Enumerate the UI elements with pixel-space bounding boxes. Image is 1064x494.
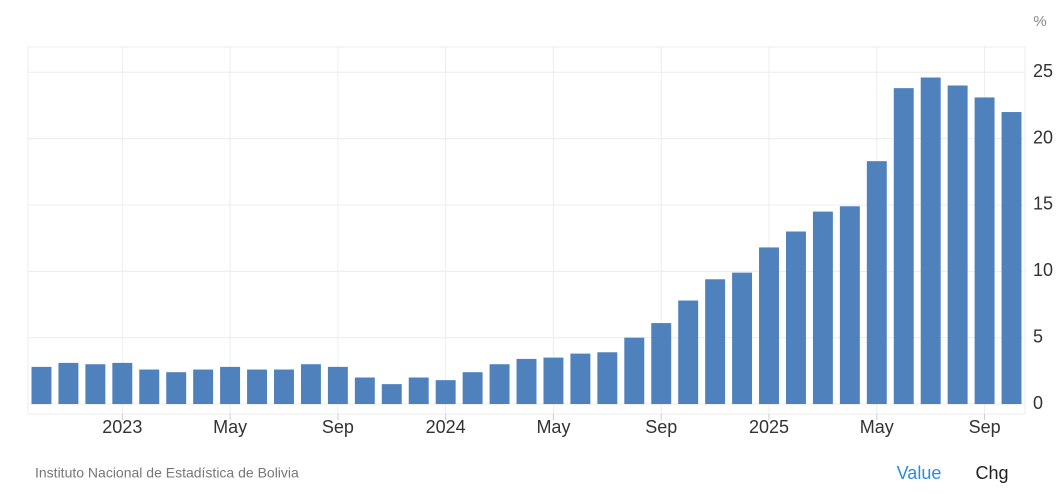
bar [705, 279, 726, 405]
y-unit: % [1033, 13, 1046, 30]
bar [785, 231, 806, 405]
bar [300, 364, 321, 405]
bar [893, 88, 914, 405]
bar [408, 377, 429, 405]
bar [354, 377, 375, 405]
plot-frame [27, 46, 1026, 415]
y-tick-label: 10 [1033, 260, 1053, 280]
y-tick-label: 25 [1033, 61, 1053, 81]
bar [920, 77, 941, 405]
x-tick-label: 2025 [749, 417, 789, 437]
x-tick-label: May [536, 417, 570, 437]
bar [220, 366, 241, 405]
x-tick-label: May [213, 417, 247, 437]
bar [732, 272, 753, 405]
chg-button[interactable]: Chg [975, 463, 1008, 483]
y-tick-label: 20 [1033, 127, 1053, 147]
bar [1001, 112, 1022, 405]
x-tick-label: 2023 [102, 417, 142, 437]
y-tick-label: 0 [1033, 393, 1043, 413]
bar [516, 358, 537, 405]
bar [489, 364, 510, 405]
x-tick-label: May [860, 417, 894, 437]
bar [839, 206, 860, 405]
x-tick-label: Sep [969, 417, 1001, 437]
bar [947, 85, 968, 405]
bar [866, 161, 887, 405]
bar [381, 384, 402, 405]
bar [327, 366, 348, 405]
bar [678, 300, 699, 405]
bar [274, 369, 294, 405]
x-tick-label: Sep [322, 417, 354, 437]
x-tick-label: Sep [645, 417, 677, 437]
bar [624, 337, 645, 405]
bar [435, 380, 456, 405]
bar [543, 357, 564, 405]
y-tick-label: 5 [1033, 326, 1043, 346]
bar [759, 247, 779, 405]
bar [139, 369, 160, 405]
bar [812, 211, 833, 405]
bar [112, 362, 133, 405]
bar [193, 369, 214, 405]
bar [570, 353, 591, 405]
bar [31, 366, 52, 405]
bar [974, 97, 995, 405]
x-tick-label: 2024 [426, 417, 466, 437]
y-tick-label: 15 [1033, 194, 1053, 214]
value-button[interactable]: Value [897, 463, 942, 483]
bar [597, 352, 618, 405]
bar [85, 364, 106, 405]
bar [166, 372, 187, 405]
bar [651, 323, 672, 405]
bar [58, 362, 79, 405]
bar [247, 369, 268, 405]
source: Instituto Nacional de Estadística de Bol… [35, 465, 299, 481]
bar [462, 372, 483, 405]
